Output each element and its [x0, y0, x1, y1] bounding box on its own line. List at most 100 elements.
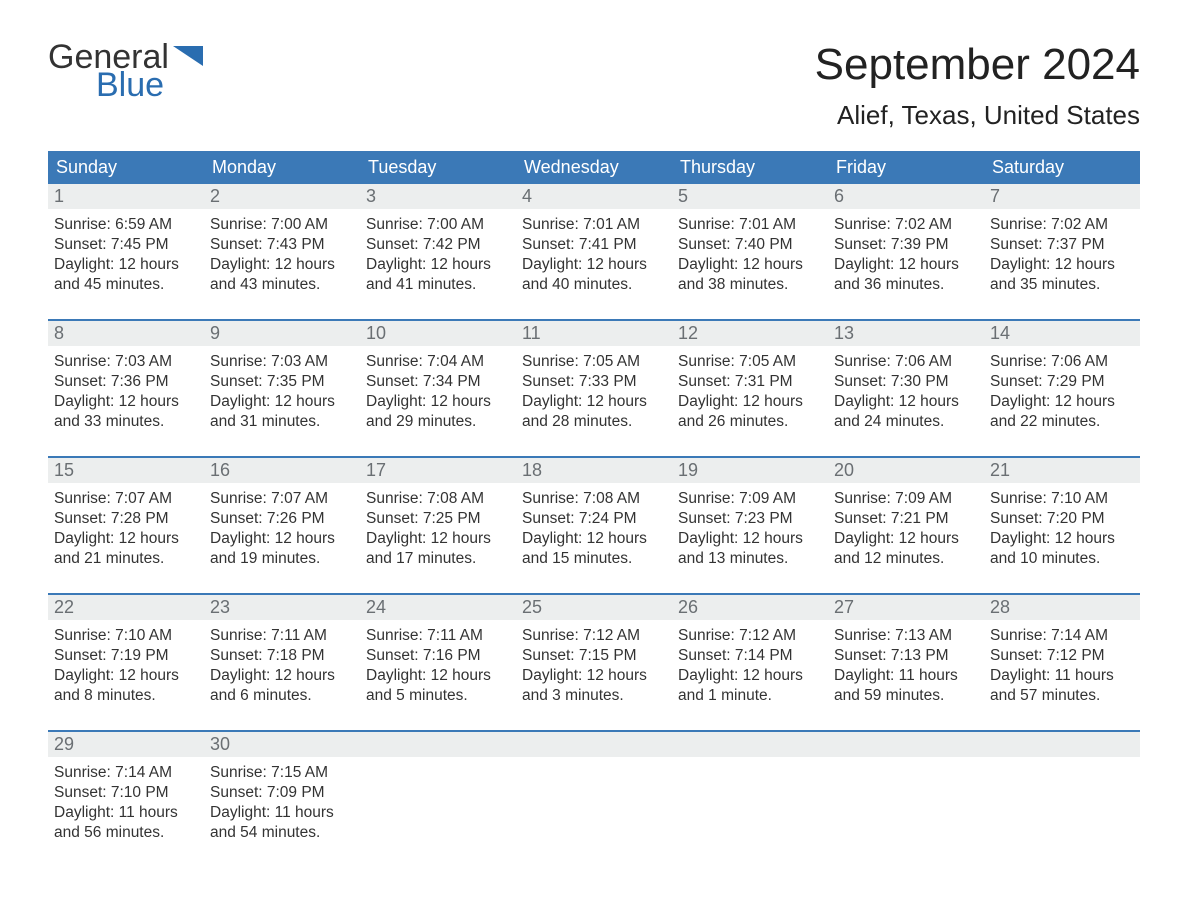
day-body: Sunrise: 7:06 AMSunset: 7:29 PMDaylight:… [984, 346, 1140, 442]
sunset-line: Sunset: 7:14 PM [678, 646, 822, 666]
sunset-line: Sunset: 7:45 PM [54, 235, 198, 255]
sunset-line: Sunset: 7:42 PM [366, 235, 510, 255]
day-cell: 24Sunrise: 7:11 AMSunset: 7:16 PMDayligh… [360, 595, 516, 716]
sunrise-line: Sunrise: 6:59 AM [54, 215, 198, 235]
day-number: 18 [516, 458, 672, 483]
sunset-line: Sunset: 7:40 PM [678, 235, 822, 255]
day-body: Sunrise: 7:06 AMSunset: 7:30 PMDaylight:… [828, 346, 984, 442]
calendar: Sunday Monday Tuesday Wednesday Thursday… [48, 151, 1140, 853]
day-number [516, 732, 672, 757]
day-cell: 3Sunrise: 7:00 AMSunset: 7:42 PMDaylight… [360, 184, 516, 305]
weekday-label: Tuesday [360, 151, 516, 184]
day-cell: 13Sunrise: 7:06 AMSunset: 7:30 PMDayligh… [828, 321, 984, 442]
sunset-line: Sunset: 7:36 PM [54, 372, 198, 392]
weekday-label: Sunday [48, 151, 204, 184]
day-body: Sunrise: 7:14 AMSunset: 7:12 PMDaylight:… [984, 620, 1140, 716]
day-number: 29 [48, 732, 204, 757]
day-cell: 5Sunrise: 7:01 AMSunset: 7:40 PMDaylight… [672, 184, 828, 305]
daylight-line: Daylight: 12 hours and 36 minutes. [834, 255, 978, 295]
week-row: 1Sunrise: 6:59 AMSunset: 7:45 PMDaylight… [48, 184, 1140, 305]
weeks: 1Sunrise: 6:59 AMSunset: 7:45 PMDaylight… [48, 184, 1140, 853]
sunset-line: Sunset: 7:18 PM [210, 646, 354, 666]
day-cell [516, 732, 672, 853]
sunrise-line: Sunrise: 7:07 AM [210, 489, 354, 509]
sunrise-line: Sunrise: 7:02 AM [834, 215, 978, 235]
sunset-line: Sunset: 7:24 PM [522, 509, 666, 529]
daylight-line: Daylight: 12 hours and 8 minutes. [54, 666, 198, 706]
sunrise-line: Sunrise: 7:05 AM [522, 352, 666, 372]
daylight-line: Daylight: 12 hours and 33 minutes. [54, 392, 198, 432]
day-cell: 16Sunrise: 7:07 AMSunset: 7:26 PMDayligh… [204, 458, 360, 579]
weekday-label: Friday [828, 151, 984, 184]
sunrise-line: Sunrise: 7:06 AM [834, 352, 978, 372]
weekday-label: Monday [204, 151, 360, 184]
sunrise-line: Sunrise: 7:08 AM [366, 489, 510, 509]
daylight-line: Daylight: 11 hours and 59 minutes. [834, 666, 978, 706]
day-cell: 9Sunrise: 7:03 AMSunset: 7:35 PMDaylight… [204, 321, 360, 442]
daylight-line: Daylight: 12 hours and 15 minutes. [522, 529, 666, 569]
day-number: 4 [516, 184, 672, 209]
day-number: 10 [360, 321, 516, 346]
day-body: Sunrise: 7:07 AMSunset: 7:26 PMDaylight:… [204, 483, 360, 579]
day-body: Sunrise: 7:00 AMSunset: 7:43 PMDaylight:… [204, 209, 360, 305]
day-number: 16 [204, 458, 360, 483]
day-cell: 30Sunrise: 7:15 AMSunset: 7:09 PMDayligh… [204, 732, 360, 853]
day-body: Sunrise: 7:01 AMSunset: 7:41 PMDaylight:… [516, 209, 672, 305]
day-cell: 25Sunrise: 7:12 AMSunset: 7:15 PMDayligh… [516, 595, 672, 716]
sunrise-line: Sunrise: 7:11 AM [366, 626, 510, 646]
daylight-line: Daylight: 12 hours and 10 minutes. [990, 529, 1134, 569]
daylight-line: Daylight: 12 hours and 31 minutes. [210, 392, 354, 432]
sunset-line: Sunset: 7:37 PM [990, 235, 1134, 255]
daylight-line: Daylight: 11 hours and 56 minutes. [54, 803, 198, 843]
day-body: Sunrise: 7:02 AMSunset: 7:37 PMDaylight:… [984, 209, 1140, 305]
sunset-line: Sunset: 7:19 PM [54, 646, 198, 666]
day-body: Sunrise: 7:08 AMSunset: 7:25 PMDaylight:… [360, 483, 516, 579]
sunrise-line: Sunrise: 7:04 AM [366, 352, 510, 372]
weekday-header: Sunday Monday Tuesday Wednesday Thursday… [48, 151, 1140, 184]
day-cell: 26Sunrise: 7:12 AMSunset: 7:14 PMDayligh… [672, 595, 828, 716]
day-number: 7 [984, 184, 1140, 209]
daylight-line: Daylight: 12 hours and 38 minutes. [678, 255, 822, 295]
day-number: 25 [516, 595, 672, 620]
day-body: Sunrise: 7:11 AMSunset: 7:16 PMDaylight:… [360, 620, 516, 716]
day-body: Sunrise: 7:02 AMSunset: 7:39 PMDaylight:… [828, 209, 984, 305]
sunset-line: Sunset: 7:41 PM [522, 235, 666, 255]
day-cell: 8Sunrise: 7:03 AMSunset: 7:36 PMDaylight… [48, 321, 204, 442]
day-cell: 18 Sunrise: 7:08 AMSunset: 7:24 PMDayligh… [516, 458, 672, 579]
sunrise-line: Sunrise: 7:00 AM [366, 215, 510, 235]
day-number: 28 [984, 595, 1140, 620]
day-number: 2 [204, 184, 360, 209]
sunset-line: Sunset: 7:15 PM [522, 646, 666, 666]
daylight-line: Daylight: 12 hours and 3 minutes. [522, 666, 666, 706]
daylight-line: Daylight: 12 hours and 5 minutes. [366, 666, 510, 706]
daylight-line: Daylight: 12 hours and 1 minute. [678, 666, 822, 706]
weekday-label: Thursday [672, 151, 828, 184]
sunrise-line: Sunrise: 7:11 AM [210, 626, 354, 646]
day-cell [360, 732, 516, 853]
sunrise-line: Sunrise: 7:14 AM [990, 626, 1134, 646]
day-number: 3 [360, 184, 516, 209]
day-body: Sunrise: 7:12 AMSunset: 7:14 PMDaylight:… [672, 620, 828, 716]
week-row: 22Sunrise: 7:10 AMSunset: 7:19 PMDayligh… [48, 593, 1140, 716]
day-number: 23 [204, 595, 360, 620]
day-body: Sunrise: 6:59 AMSunset: 7:45 PMDaylight:… [48, 209, 204, 305]
sunrise-line: Sunrise: 7:07 AM [54, 489, 198, 509]
sunset-line: Sunset: 7:12 PM [990, 646, 1134, 666]
day-number: 5 [672, 184, 828, 209]
daylight-line: Daylight: 12 hours and 29 minutes. [366, 392, 510, 432]
day-number: 15 [48, 458, 204, 483]
daylight-line: Daylight: 12 hours and 26 minutes. [678, 392, 822, 432]
day-number: 19 [672, 458, 828, 483]
day-number [828, 732, 984, 757]
daylight-line: Daylight: 12 hours and 17 minutes. [366, 529, 510, 569]
day-cell: 20Sunrise: 7:09 AMSunset: 7:21 PMDayligh… [828, 458, 984, 579]
sunset-line: Sunset: 7:34 PM [366, 372, 510, 392]
header: General Blue September 2024 Alief, Texas… [48, 40, 1140, 131]
day-cell [984, 732, 1140, 853]
sunrise-line: Sunrise: 7:00 AM [210, 215, 354, 235]
day-cell [672, 732, 828, 853]
sunrise-line: Sunrise: 7:10 AM [54, 626, 198, 646]
sunrise-line: Sunrise: 7:01 AM [522, 215, 666, 235]
sunrise-line: Sunrise: 7:08 AM [522, 489, 666, 509]
page-title: September 2024 [815, 40, 1140, 90]
